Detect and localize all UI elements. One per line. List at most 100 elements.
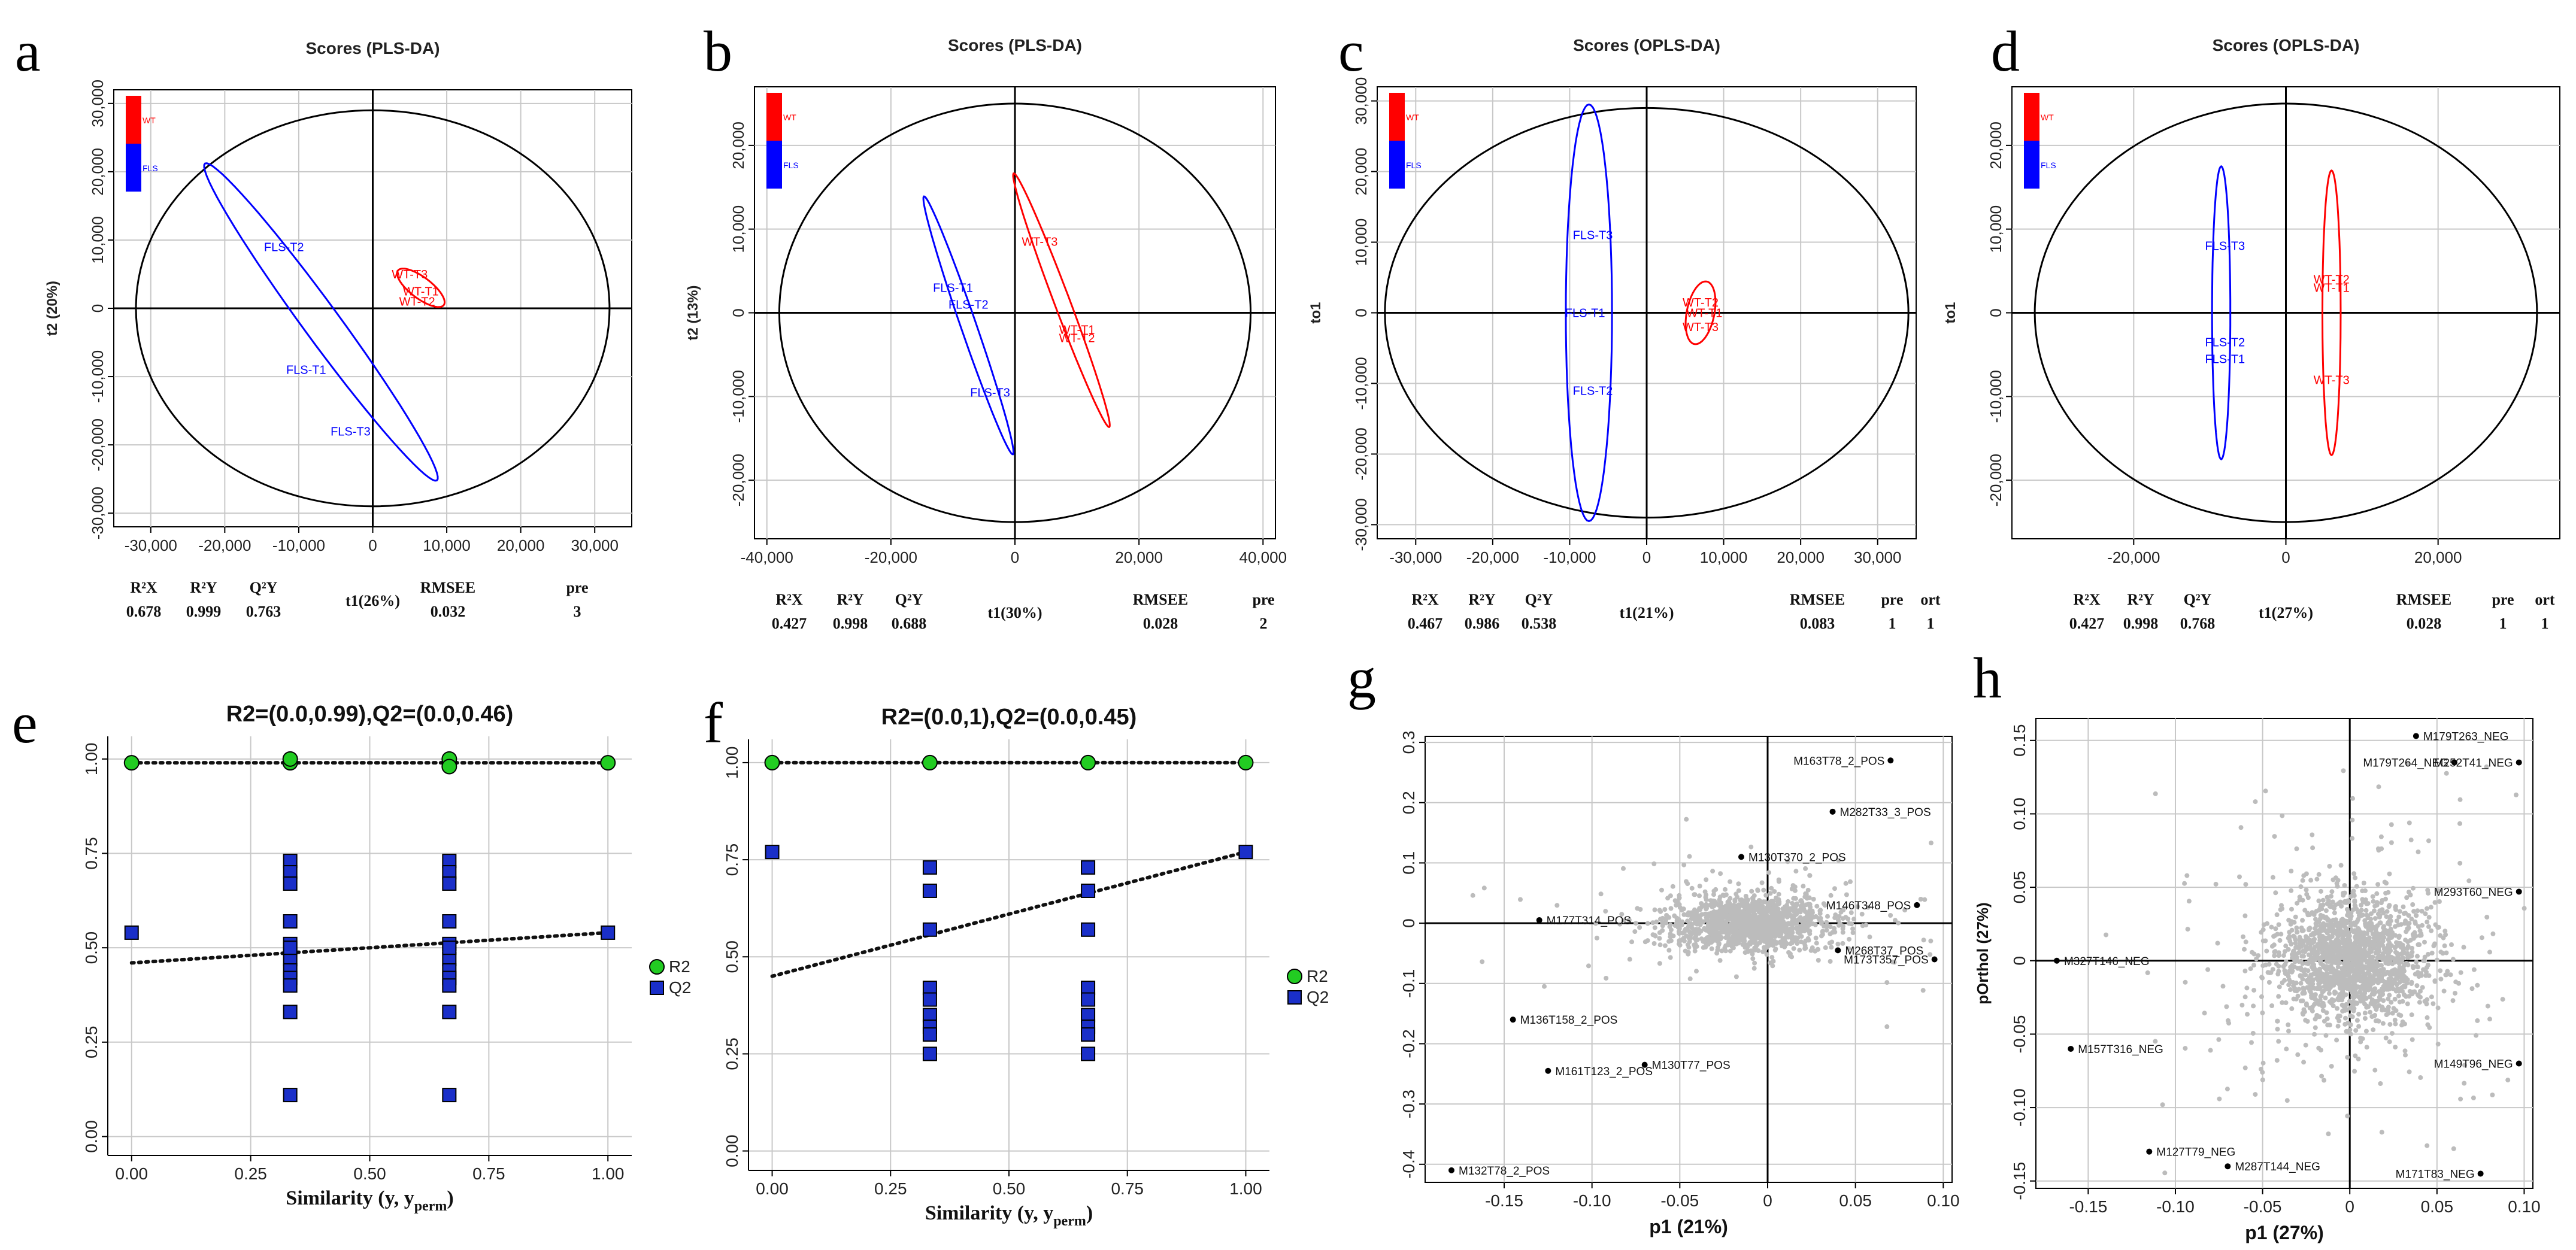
- q2-point: [1081, 922, 1096, 937]
- variable-point: [1687, 939, 1692, 944]
- variable-point: [2145, 970, 2150, 975]
- variable-point: [1748, 844, 1754, 849]
- variable-point: [1791, 946, 1796, 951]
- x-axis-label-end: ): [447, 1187, 453, 1209]
- variable-point: [1787, 906, 1793, 911]
- variable-label: M157T316_NEG: [2078, 1043, 2163, 1056]
- y-tick-label: 0.50: [723, 940, 741, 973]
- y-tick-label: -0.1: [1399, 969, 1418, 998]
- variable-point: [1750, 956, 1756, 961]
- y-tick-label: -10,000: [1987, 370, 2005, 423]
- variable-point: [2153, 791, 2158, 796]
- variable-point: [1824, 927, 1829, 933]
- variable-point: [2438, 968, 2443, 973]
- variable-point: [1603, 909, 1608, 914]
- variable-point: [1693, 938, 1699, 943]
- variable-point: [2286, 1028, 2291, 1034]
- variable-point: [2395, 976, 2400, 981]
- highlighted-variable-point: [1829, 808, 1836, 815]
- variable-point: [2341, 768, 2346, 773]
- variable-point: [2335, 1006, 2339, 1011]
- variable-point: [2384, 949, 2390, 954]
- chart-title: R2=(0.0,1),Q2=(0.0,0.45): [881, 705, 1137, 730]
- variable-point: [2296, 987, 2301, 992]
- variable-point: [2450, 957, 2456, 962]
- highlighted-variable-point: [2516, 1060, 2522, 1067]
- variable-point: [1692, 948, 1698, 954]
- variable-point: [2370, 932, 2375, 937]
- variable-point: [2380, 943, 2386, 948]
- y-tick-label: 10,000: [1987, 205, 2005, 253]
- variable-point: [2367, 946, 2372, 952]
- variable-point: [2371, 945, 2376, 951]
- variable-point: [2311, 912, 2317, 917]
- variable-point: [2342, 951, 2348, 956]
- y-tick-label: 20,000: [729, 122, 747, 169]
- variable-point: [1813, 922, 1818, 927]
- y-tick-label: -0.05: [2010, 1015, 2029, 1054]
- variable-point: [2242, 946, 2247, 952]
- variable-point: [1745, 944, 1750, 949]
- variable-point: [2341, 955, 2347, 961]
- variable-point: [1824, 920, 1829, 925]
- legend-r2-marker: [1287, 969, 1302, 984]
- variable-point: [2312, 1031, 2317, 1037]
- variable-point: [2397, 979, 2402, 985]
- variable-point: [2354, 960, 2359, 966]
- variable-point: [2471, 967, 2477, 972]
- variable-point: [2329, 894, 2333, 899]
- variable-point: [2408, 838, 2414, 843]
- legend-fls-swatch: [766, 141, 782, 189]
- variable-point: [2395, 955, 2400, 961]
- stat-value: 0.998: [2123, 615, 2159, 632]
- variable-point: [2293, 996, 2299, 1002]
- variable-point: [2448, 972, 2453, 978]
- variable-point: [2277, 984, 2282, 990]
- variable-point: [1663, 920, 1669, 926]
- variable-point: [2457, 860, 2463, 866]
- variable-point: [2449, 942, 2454, 947]
- variable-point: [1687, 854, 1692, 859]
- variable-point: [1691, 911, 1696, 917]
- hotelling-ellipse: [1384, 107, 1910, 519]
- highlighted-variable-point: [2477, 1170, 2484, 1177]
- variable-point: [2387, 1022, 2393, 1027]
- stat-header: R²Y: [2127, 591, 2154, 608]
- variable-point: [1617, 921, 1623, 927]
- variable-point: [1840, 930, 1845, 935]
- variable-point: [2383, 927, 2388, 933]
- variable-point: [2329, 951, 2335, 955]
- variable-point: [2458, 970, 2463, 975]
- variable-point: [2393, 1021, 2398, 1027]
- variable-point: [2453, 991, 2457, 996]
- y-tick-label: 0.05: [2010, 871, 2029, 904]
- wt-group-ellipse: [396, 268, 446, 308]
- variable-point: [2317, 966, 2322, 972]
- variable-point: [1780, 924, 1785, 930]
- variable-point: [1867, 935, 1872, 940]
- variable-point: [2344, 943, 2350, 949]
- variable-point: [1734, 908, 1739, 913]
- variable-point: [2402, 1048, 2408, 1054]
- variable-point: [2414, 959, 2419, 964]
- variable-point: [2104, 932, 2109, 938]
- variable-point: [2438, 949, 2444, 955]
- variable-point: [1651, 941, 1657, 946]
- variable-point: [1755, 887, 1760, 893]
- variable-point: [2276, 922, 2281, 927]
- variable-point: [1709, 946, 1714, 951]
- variable-point: [2332, 910, 2337, 915]
- variable-point: [2347, 949, 2351, 955]
- variable-point: [2289, 869, 2294, 873]
- variable-point: [1745, 948, 1751, 953]
- variable-point: [2451, 1146, 2456, 1151]
- variable-point: [1843, 881, 1848, 886]
- variable-point: [1714, 938, 1720, 943]
- variable-point: [1598, 891, 1604, 897]
- variable-point: [2360, 964, 2365, 969]
- variable-point: [2317, 935, 2322, 940]
- variable-point: [1801, 884, 1806, 889]
- variable-point: [2423, 911, 2428, 917]
- variable-point: [1671, 933, 1676, 939]
- variable-point: [2264, 948, 2269, 954]
